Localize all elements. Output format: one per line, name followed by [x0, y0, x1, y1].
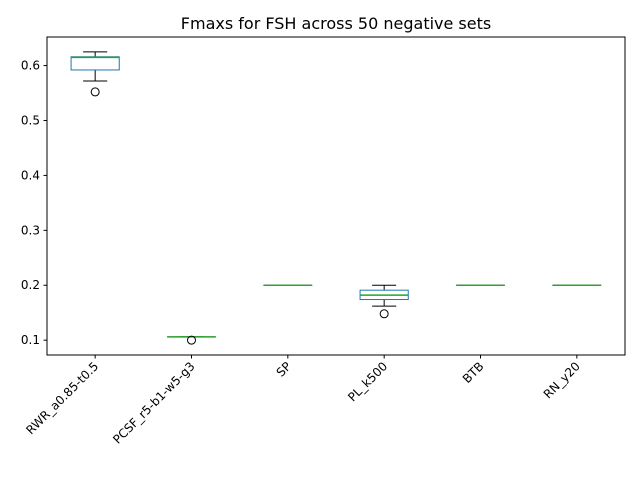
outlier-point [187, 335, 196, 345]
outlier-point [379, 309, 389, 319]
y-axis: 0.1 0.2 0.3 0.4 0.5 0.6 [21, 59, 47, 347]
y-tick-label: 0.4 [21, 168, 40, 182]
iqr-box [70, 56, 120, 71]
y-tick-label: 0.6 [21, 59, 40, 73]
box-2 [166, 335, 217, 345]
chart-title: Fmaxs for FSH across 50 negative sets [181, 14, 491, 33]
box-4 [359, 284, 409, 319]
box-1 [70, 51, 120, 97]
y-tick-label: 0.1 [21, 333, 40, 347]
x-tick-label: PCSF_r5-b1-w5-g3 [110, 359, 197, 446]
x-tick-label: BTB [460, 359, 487, 386]
outlier-point [90, 87, 100, 97]
plot-frame [46, 36, 626, 356]
x-tick-label: RWR_a0.85-t0.5 [23, 359, 101, 437]
y-tick-label: 0.2 [21, 278, 40, 292]
x-tick-label: PL_k500 [345, 359, 390, 404]
x-axis: RWR_a0.85-t0.5 PCSF_r5-b1-w5-g3 SP PL_k500 B… [23, 355, 583, 447]
y-tick-label: 0.3 [21, 223, 40, 237]
x-tick-label: SP [274, 359, 294, 379]
x-tick-label: RN_y20 [541, 359, 583, 401]
y-tick-label: 0.5 [21, 113, 40, 127]
plot-area [70, 51, 602, 345]
